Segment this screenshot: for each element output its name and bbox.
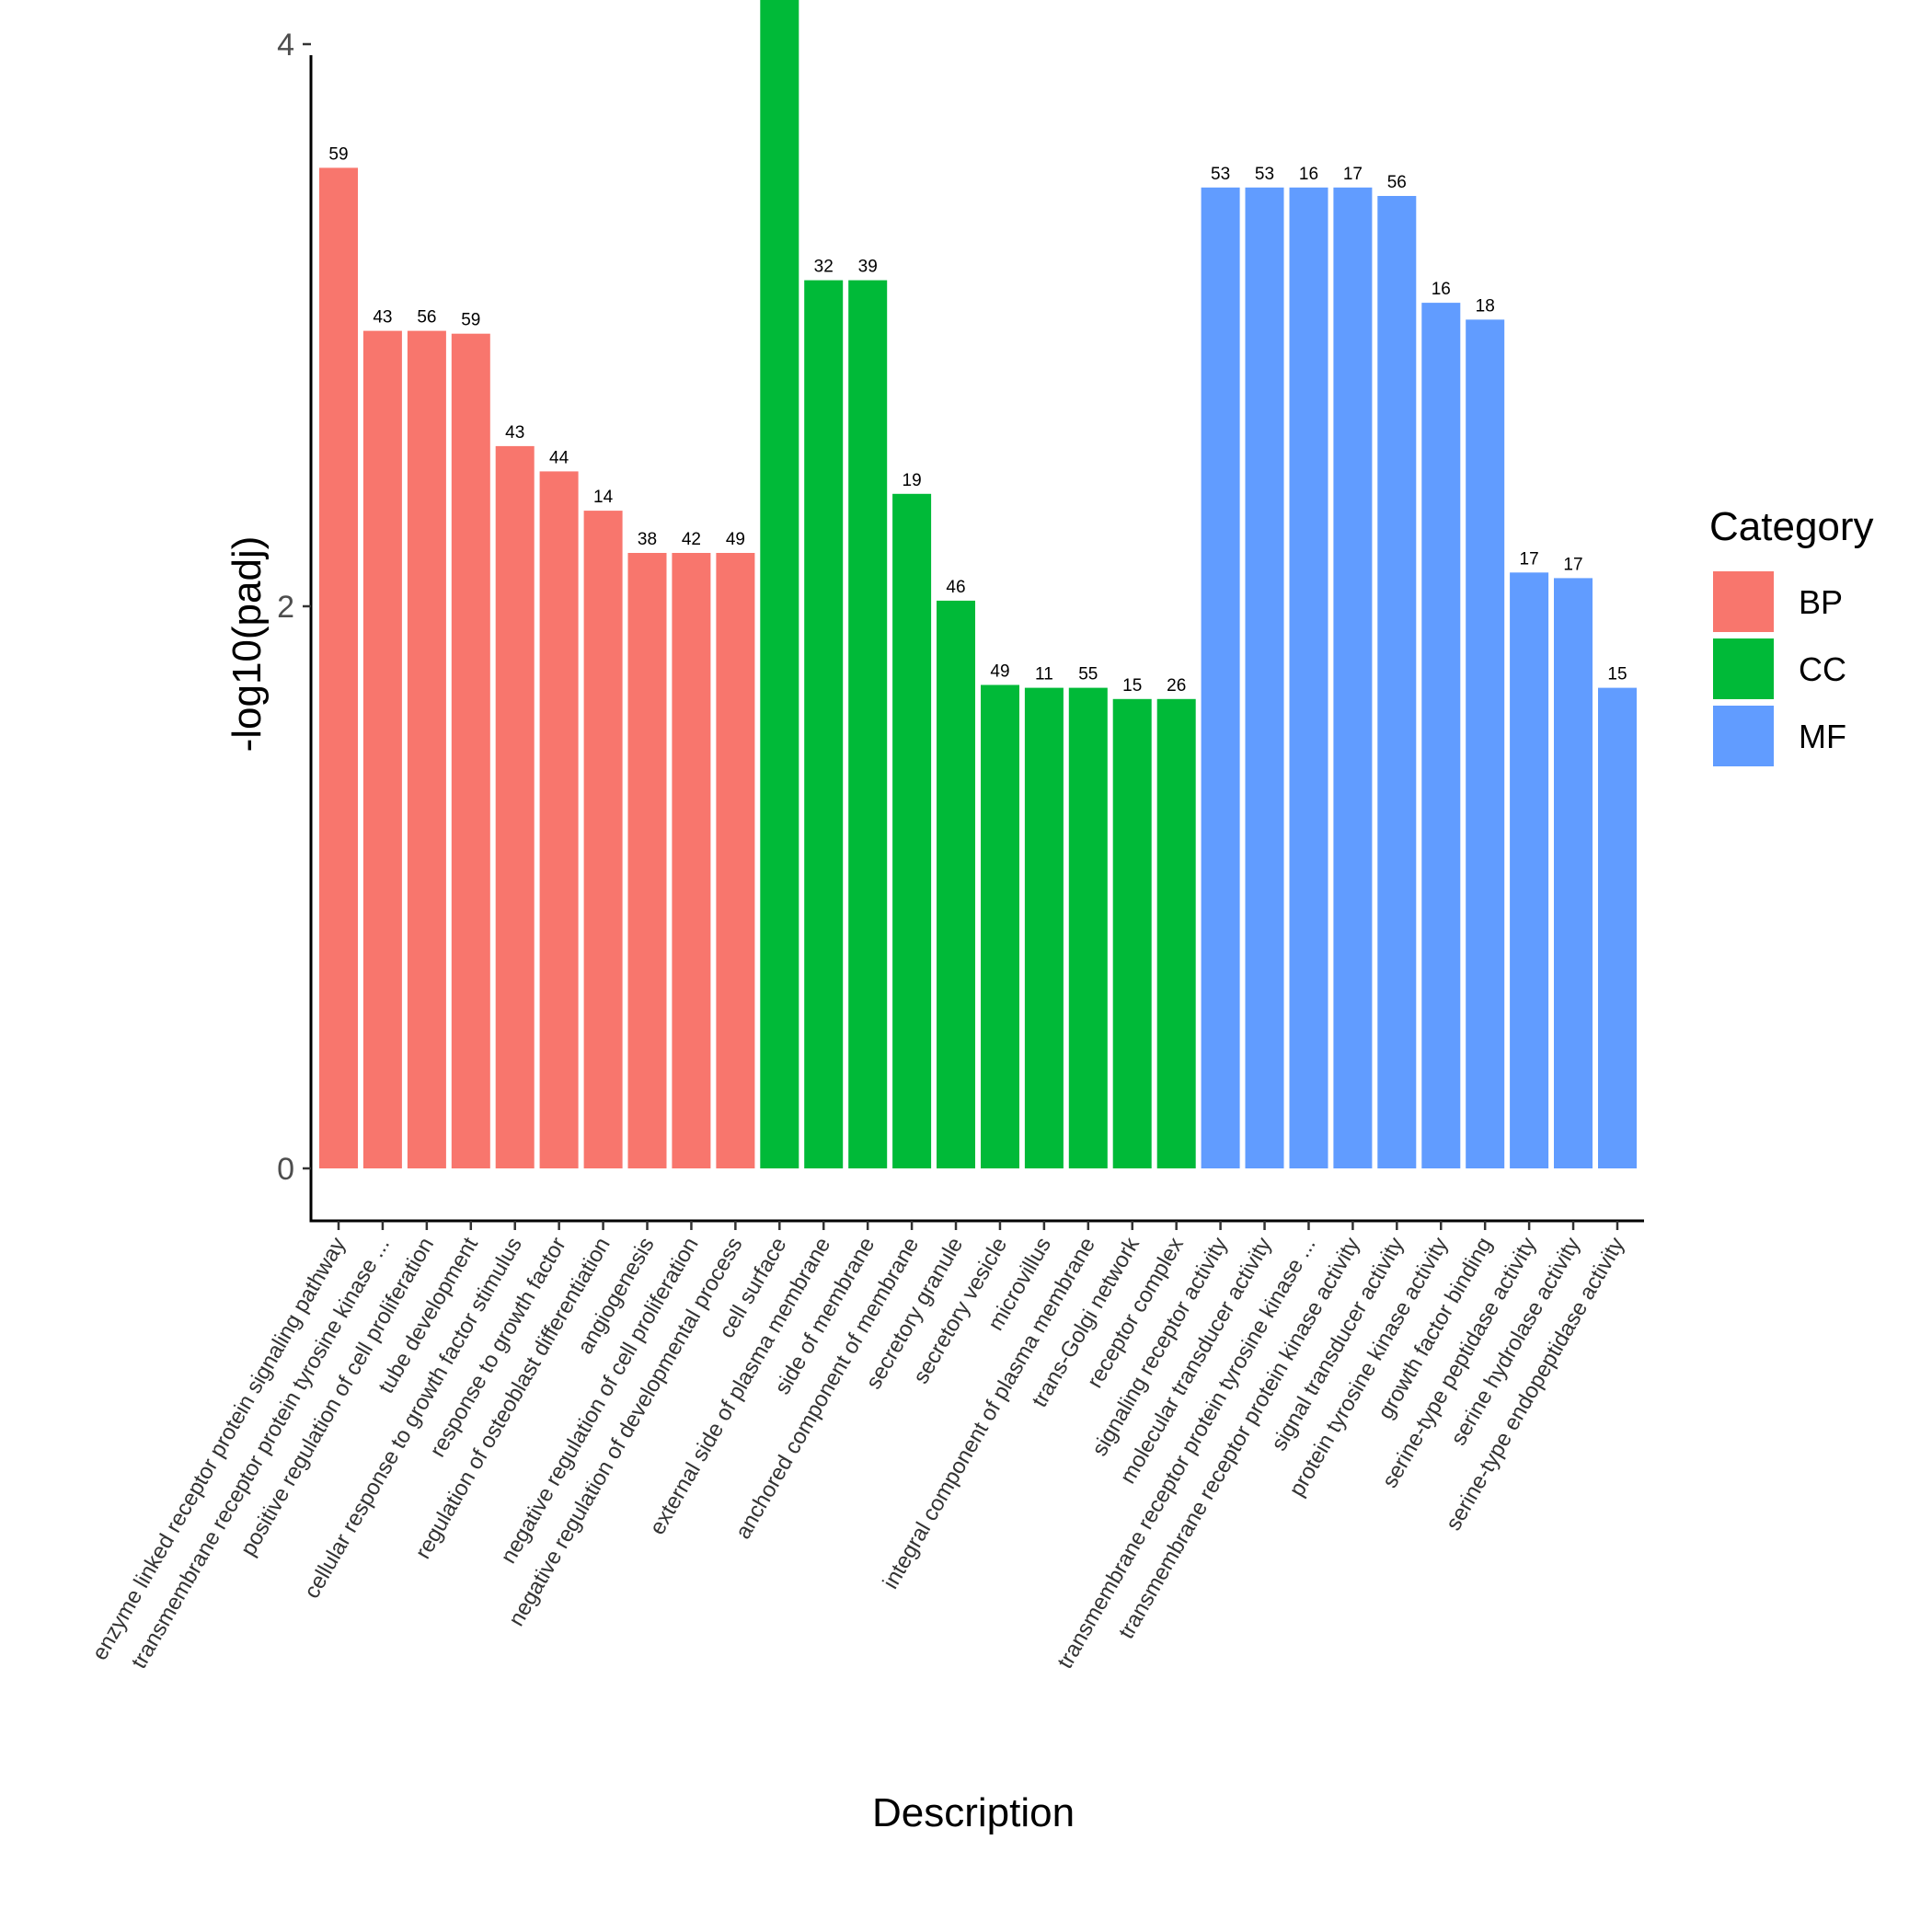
bar-count-label: 49 [990, 662, 1009, 682]
bar-count-label: 17 [1563, 555, 1582, 574]
bar-cc-19 [1112, 698, 1152, 1168]
bar-mf-30 [1598, 687, 1637, 1168]
bar-mf-24 [1333, 187, 1373, 1168]
bar-cc-16 [981, 684, 1019, 1168]
legend-title: Category [1709, 504, 1874, 549]
bar-count-label: 44 [549, 448, 569, 467]
legend-swatch-cc [1713, 638, 1774, 699]
y-tick-label: 4 [277, 28, 294, 63]
bar-count-label: 38 [638, 530, 657, 549]
bar-bp-4 [451, 333, 490, 1168]
bar-mf-25 [1377, 196, 1417, 1168]
y-axis-title: -log10(padj) [224, 536, 270, 753]
bar-bp-5 [495, 445, 535, 1168]
bar-bp-1 [319, 167, 358, 1168]
x-tick-label: integral component of plasma membrane [878, 1234, 1099, 1593]
x-axis-title: Description [872, 1790, 1075, 1835]
bar-mf-27 [1466, 319, 1505, 1168]
bar-count-label: 42 [682, 530, 701, 549]
bar-count-label: 16 [1432, 280, 1451, 299]
bar-count-label: 16 [1299, 165, 1318, 184]
bar-count-label: 17 [1343, 165, 1363, 184]
bar-bp-3 [407, 330, 446, 1169]
bar-count-label: 46 [946, 578, 965, 597]
bar-count-label: 55 [1078, 665, 1098, 684]
bar-count-label: 49 [726, 530, 745, 549]
bar-count-label: 19 [903, 471, 922, 490]
bar-bp-6 [539, 471, 579, 1168]
legend-label-cc: CC [1799, 650, 1846, 688]
bar-count-label: 53 [1211, 165, 1230, 184]
legend: Category BP CC MF [1709, 504, 1874, 766]
bar-count-label: 11 [1035, 665, 1053, 684]
bar-count-label: 59 [461, 311, 480, 330]
bar-cc-20 [1156, 698, 1196, 1168]
bar-count-label: 56 [1387, 173, 1407, 192]
bar-count-label: 43 [373, 308, 392, 328]
bar-count-label: 56 [417, 308, 436, 328]
bar-cc-17 [1024, 687, 1064, 1168]
y-tick-label: 0 [277, 1152, 294, 1187]
bar-count-label: 18 [1476, 296, 1495, 316]
bar-cc-18 [1068, 687, 1108, 1168]
legend-label-bp: BP [1799, 583, 1843, 621]
legend-swatch-bp [1713, 571, 1774, 632]
bar-mf-21 [1201, 187, 1240, 1168]
legend-label-mf: MF [1799, 718, 1846, 755]
bar-cc-14 [892, 493, 932, 1168]
axes-layer: 0 2 46 [277, 28, 1644, 1230]
bar-bp-9 [672, 553, 711, 1168]
bar-count-label: 59 [328, 144, 348, 164]
bar-cc-11 [760, 0, 799, 1168]
bar-bp-7 [583, 511, 623, 1168]
bar-bp-2 [362, 330, 402, 1169]
bar-count-label: 26 [1167, 676, 1186, 696]
bar-count-label: 15 [1607, 665, 1627, 684]
bar-mf-23 [1289, 187, 1328, 1168]
legend-items: BP CC MF [1713, 571, 1846, 766]
bars-layer [319, 0, 1637, 1169]
bar-bp-10 [716, 553, 755, 1168]
bar-cc-13 [848, 280, 888, 1169]
legend-swatch-mf [1713, 706, 1774, 766]
bar-mf-26 [1421, 303, 1461, 1169]
bar-mf-29 [1554, 578, 1593, 1168]
bar-bp-8 [627, 553, 667, 1168]
bar-count-label: 15 [1122, 676, 1142, 696]
bar-count-label: 32 [814, 258, 834, 277]
bar-cc-12 [804, 280, 844, 1169]
data-labels-layer: 5943565943441438424968323919464911551526… [328, 144, 1627, 696]
bar-count-label: 43 [505, 423, 524, 443]
bar-mf-28 [1510, 572, 1549, 1168]
bar-count-label: 39 [858, 258, 878, 277]
x-tick-label: positive regulation of cell proliferatio… [236, 1234, 439, 1560]
bar-cc-15 [937, 600, 975, 1168]
x-tick-label: transmembrane receptor protein tyrosine … [127, 1234, 396, 1673]
category-labels-layer: enzyme linked receptor protein signaling… [87, 1233, 1629, 1673]
y-tick-label: 2 [277, 590, 294, 625]
bar-count-label: 53 [1255, 165, 1274, 184]
bar-count-label: 17 [1520, 549, 1539, 569]
bar-mf-22 [1245, 187, 1284, 1168]
bar-count-label: 14 [593, 488, 614, 507]
